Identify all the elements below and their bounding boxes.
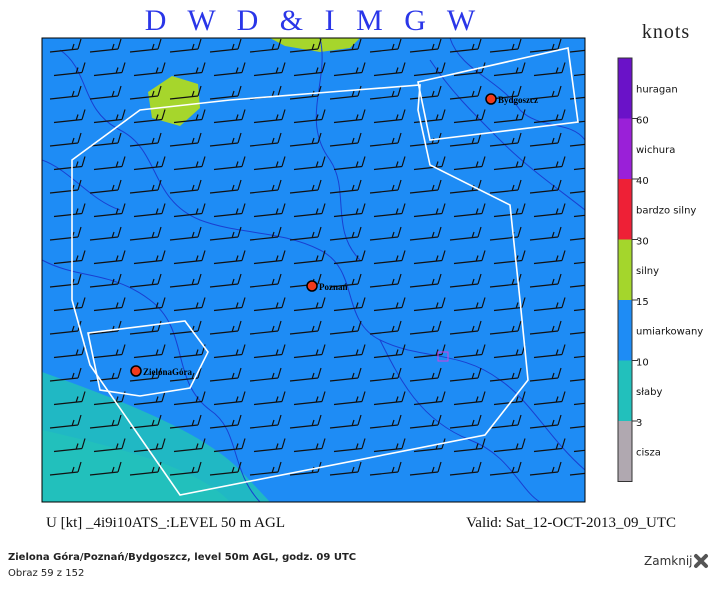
legend-band-label: bardzo silny <box>636 205 696 216</box>
legend-threshold: 15 <box>636 297 649 308</box>
close-icon <box>693 554 708 568</box>
footer-left: U [kt] _4i9i10ATS_:LEVEL 50 m AGL <box>46 515 285 531</box>
barb-strokes <box>49 38 585 476</box>
legend-threshold: 3 <box>636 418 642 429</box>
city: ZielonaGóra <box>130 365 192 377</box>
legend-unit: knots <box>642 21 690 43</box>
legend-band-label: huragan <box>636 84 678 95</box>
legend-band <box>618 118 632 179</box>
close-label: Zamknij <box>644 554 693 568</box>
city: Poznań <box>306 280 348 292</box>
legend-band-label: wichura <box>636 145 675 156</box>
legend-band-label: cisza <box>636 447 661 458</box>
map-frame <box>41 37 586 503</box>
legend-threshold: 30 <box>636 237 649 248</box>
wind-barbs <box>49 38 585 476</box>
map-area: Bydgoszcz Poznań ZielonaGóra <box>41 37 586 503</box>
legend-band-label: słaby <box>636 387 663 398</box>
legend-threshold: 10 <box>636 358 649 369</box>
footer-right: Valid: Sat_12-OCT-2013_09_UTC <box>466 515 676 531</box>
city-label: Bydgoszcz <box>498 95 538 105</box>
moderate-wind-patch <box>148 76 200 126</box>
legend-band <box>618 421 632 482</box>
moderate-wind-patch <box>270 38 360 52</box>
legend-band <box>618 239 632 300</box>
city-marker <box>306 280 318 292</box>
city-marker <box>130 365 142 377</box>
city: Bydgoszcz <box>485 93 538 105</box>
legend-band-label: umiarkowany <box>636 326 703 337</box>
caption-title: Zielona Góra/Poznań/Bydgoszcz, level 50m… <box>8 552 357 563</box>
legend-band <box>618 179 632 240</box>
legend-band <box>618 360 632 421</box>
legend-band-label: silny <box>636 266 659 277</box>
legend-frame <box>617 57 633 482</box>
city-label: ZielonaGóra <box>143 367 192 377</box>
region-borders <box>71 47 579 496</box>
legend-band <box>618 58 632 119</box>
legend: huragan wichura bardzo silny silny umiarkowa… <box>617 57 703 482</box>
weak-wind-zone <box>42 430 230 502</box>
map-title: D W D & I M G W <box>145 4 476 37</box>
marker <box>437 351 449 362</box>
legend-band <box>618 300 632 361</box>
city-label: Poznań <box>319 282 348 292</box>
legend-threshold: 40 <box>636 176 649 187</box>
legend-threshold: 60 <box>636 116 649 127</box>
map-figure: D W D & I M G W knots <box>41 4 703 531</box>
close-button[interactable]: Zamknij <box>644 553 709 569</box>
rivers <box>42 38 585 502</box>
caption-counter: Obraz 59 z 152 <box>8 568 85 579</box>
city-marker <box>485 93 497 105</box>
